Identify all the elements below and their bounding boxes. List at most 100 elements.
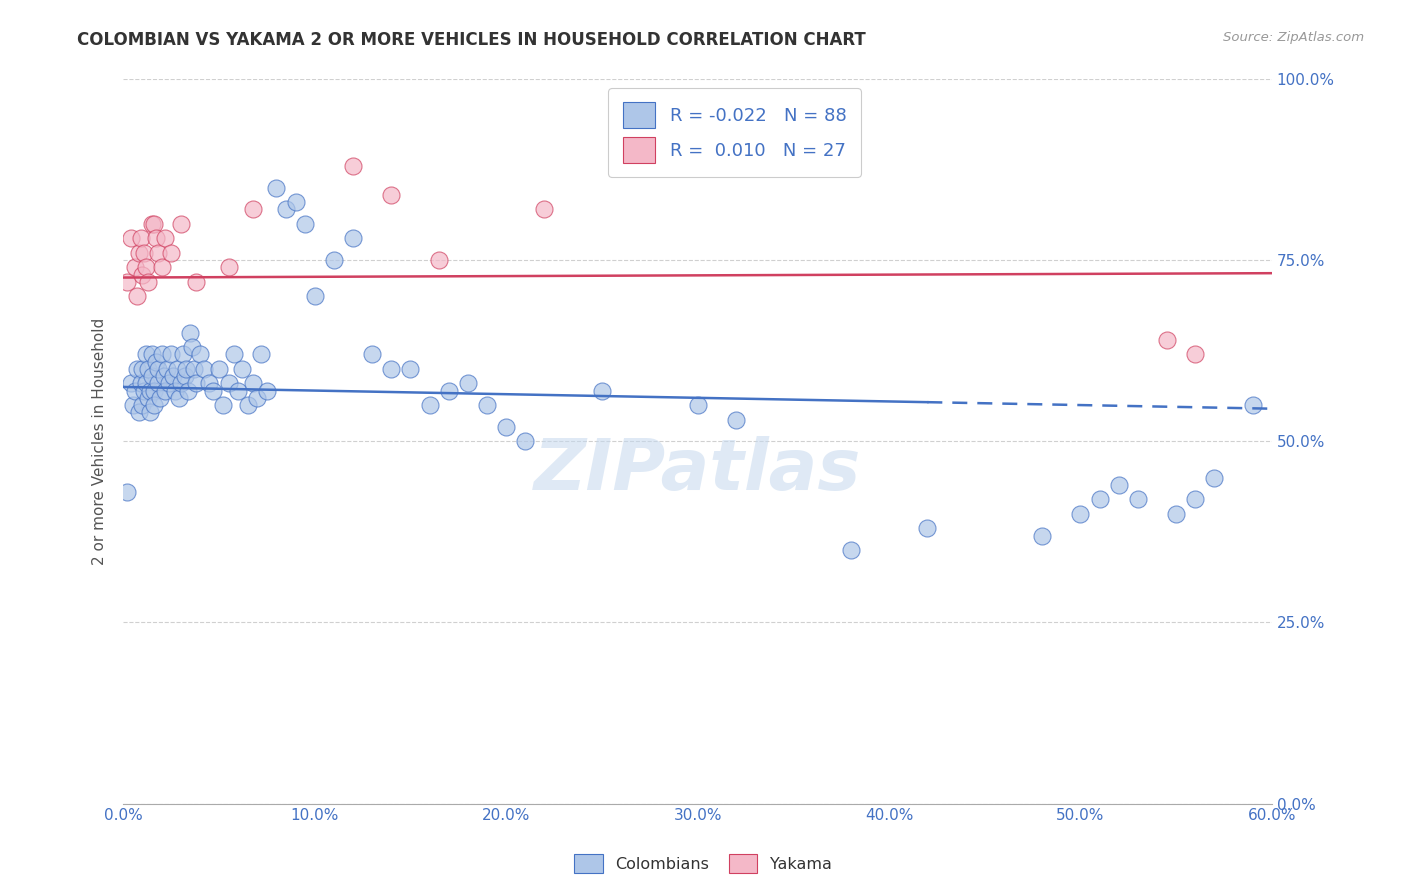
Point: [591, 384, 613, 398]
Point: [224, 347, 246, 361]
Point: [129, 231, 152, 245]
Point: [242, 376, 264, 391]
Point: [380, 361, 402, 376]
Point: [160, 347, 183, 361]
Point: [686, 398, 709, 412]
Point: [146, 246, 169, 260]
Point: [139, 384, 162, 398]
Point: [150, 347, 173, 361]
Point: [515, 434, 537, 449]
Point: [1184, 347, 1206, 361]
Point: [120, 376, 142, 391]
Point: [167, 391, 190, 405]
Text: ZIPatlas: ZIPatlas: [534, 436, 862, 505]
Point: [294, 217, 316, 231]
Point: [141, 347, 163, 361]
Legend: Colombians, Yakama: Colombians, Yakama: [568, 847, 838, 880]
Point: [142, 217, 165, 231]
Point: [136, 275, 159, 289]
Point: [179, 326, 201, 340]
Point: [231, 361, 253, 376]
Point: [139, 405, 162, 419]
Point: [141, 217, 163, 231]
Point: [170, 217, 193, 231]
Point: [125, 361, 148, 376]
Point: [1166, 507, 1188, 521]
Point: [134, 384, 156, 398]
Point: [149, 391, 172, 405]
Point: [193, 361, 215, 376]
Point: [136, 391, 159, 405]
Point: [128, 405, 150, 419]
Point: [236, 398, 259, 412]
Point: [457, 376, 479, 391]
Point: [172, 347, 194, 361]
Point: [184, 376, 207, 391]
Point: [122, 398, 145, 412]
Point: [177, 384, 200, 398]
Point: [361, 347, 384, 361]
Point: [115, 485, 138, 500]
Point: [156, 361, 179, 376]
Point: [198, 376, 221, 391]
Point: [136, 361, 159, 376]
Point: [166, 361, 188, 376]
Point: [120, 231, 142, 245]
Text: Source: ZipAtlas.com: Source: ZipAtlas.com: [1223, 31, 1364, 45]
Point: [157, 376, 180, 391]
Point: [427, 253, 450, 268]
Point: [131, 398, 153, 412]
Point: [173, 369, 195, 384]
Point: [208, 361, 231, 376]
Point: [917, 521, 939, 535]
Point: [1241, 398, 1264, 412]
Point: [145, 231, 167, 245]
Point: [135, 376, 157, 391]
Point: [1088, 492, 1111, 507]
Point: [146, 361, 169, 376]
Point: [724, 412, 747, 426]
Point: [155, 231, 177, 245]
Point: [322, 253, 344, 268]
Point: [150, 260, 173, 275]
Point: [184, 275, 207, 289]
Point: [129, 376, 152, 391]
Point: [399, 361, 422, 376]
Point: [1031, 528, 1053, 542]
Point: [115, 275, 138, 289]
Point: [437, 384, 460, 398]
Point: [146, 376, 169, 391]
Point: [135, 260, 157, 275]
Point: [176, 361, 198, 376]
Point: [134, 246, 156, 260]
Point: [183, 361, 205, 376]
Point: [162, 369, 184, 384]
Point: [495, 419, 517, 434]
Point: [266, 180, 288, 194]
Point: [475, 398, 498, 412]
Point: [256, 384, 278, 398]
Point: [1108, 477, 1130, 491]
Point: [170, 376, 193, 391]
Point: [211, 398, 233, 412]
Point: [181, 340, 204, 354]
Point: [839, 543, 862, 558]
Point: [1184, 492, 1206, 507]
Point: [226, 384, 249, 398]
Point: [131, 361, 153, 376]
Point: [342, 159, 364, 173]
Point: [1069, 507, 1091, 521]
Point: [141, 369, 163, 384]
Text: COLOMBIAN VS YAKAMA 2 OR MORE VEHICLES IN HOUSEHOLD CORRELATION CHART: COLOMBIAN VS YAKAMA 2 OR MORE VEHICLES I…: [77, 31, 866, 49]
Point: [128, 246, 150, 260]
Point: [242, 202, 264, 217]
Point: [202, 384, 225, 398]
Point: [246, 391, 269, 405]
Point: [533, 202, 555, 217]
Point: [135, 347, 157, 361]
Point: [131, 268, 153, 282]
Point: [124, 260, 146, 275]
Point: [284, 195, 307, 210]
Point: [163, 384, 186, 398]
Point: [1204, 470, 1226, 484]
